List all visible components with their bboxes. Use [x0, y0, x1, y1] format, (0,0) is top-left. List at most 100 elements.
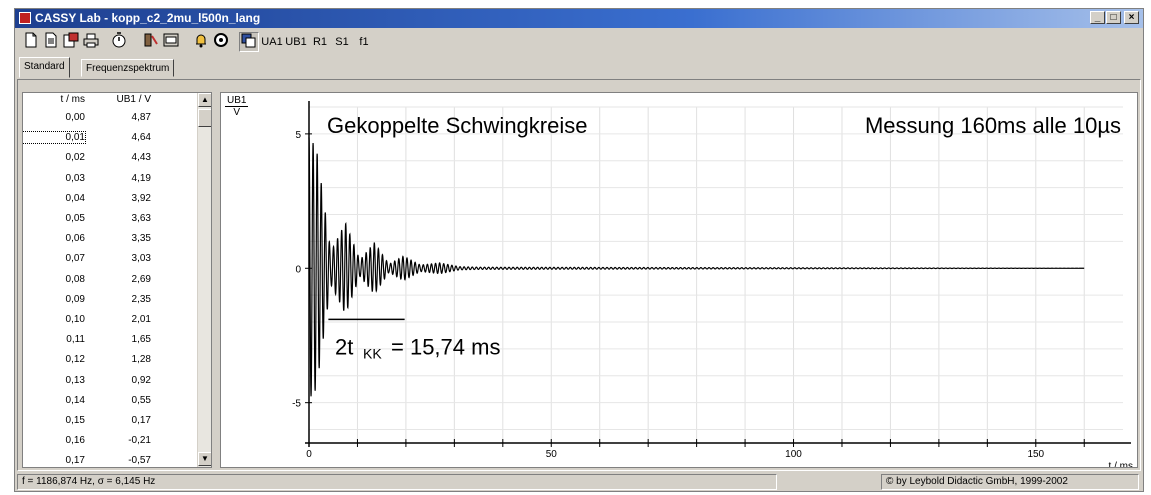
table-row[interactable]: 0,15 0,17	[23, 411, 198, 431]
channel-f1-button[interactable]: f1	[359, 36, 369, 48]
cell-voltage[interactable]: -0,57	[128, 455, 151, 467]
channel-ua1-button[interactable]: UA1	[261, 36, 283, 48]
table-row[interactable]: 0,14 0,55	[23, 391, 198, 411]
cell-voltage[interactable]: -0,21	[128, 435, 151, 447]
cell-time[interactable]: 0,11	[66, 334, 85, 346]
cell-time[interactable]: 0,06	[65, 233, 85, 245]
column-header-time[interactable]: t / ms	[60, 94, 85, 105]
table-row[interactable]: 0,03 4,19	[23, 169, 198, 189]
cell-time[interactable]: 0,10	[65, 314, 85, 325]
bell-icon[interactable]	[191, 32, 211, 52]
cell-voltage[interactable]: 3,35	[131, 233, 151, 245]
scroll-up-arrow-icon[interactable]: ▲	[198, 93, 211, 107]
cell-time[interactable]: 0,07	[65, 253, 85, 265]
cell-time[interactable]: 0,01	[23, 131, 86, 145]
save-file-icon[interactable]	[61, 32, 81, 52]
table-row[interactable]: 0,10 2,01	[23, 310, 198, 330]
table-row[interactable]: 0,06 3,35	[23, 229, 198, 249]
y-axis-unit: V	[233, 107, 241, 118]
table-row[interactable]: 0,00 4,87	[23, 108, 198, 128]
tab-bar: Standard Frequenzspektrum	[15, 57, 1143, 79]
sound-icon[interactable]	[211, 32, 231, 52]
cell-voltage[interactable]: 2,01	[131, 314, 151, 325]
data-table[interactable]: t / ms UB1 / V 0,00 4,87 0,01 4,64 0,02 4,43 0…	[22, 92, 212, 468]
title-bar[interactable]: CASSY Lab - kopp_c2_2mu_l500n_lang _ □ ×	[15, 9, 1143, 28]
table-row[interactable]: 0,05 3,63	[23, 209, 198, 229]
period-subscript: KK	[363, 345, 382, 361]
minimize-button[interactable]: _	[1090, 11, 1105, 24]
cell-voltage[interactable]: 0,55	[131, 394, 151, 406]
open-file-icon[interactable]	[41, 32, 61, 52]
x-axis-label: t / ms	[1109, 461, 1133, 467]
table-row[interactable]: 0,07 3,03	[23, 249, 198, 269]
cell-time[interactable]: 0,12	[65, 354, 85, 366]
window-title: CASSY Lab - kopp_c2_2mu_l500n_lang	[35, 11, 261, 25]
channel-ub1-button[interactable]: UB1	[285, 36, 307, 48]
cell-time[interactable]: 0,17	[65, 455, 85, 467]
cell-time[interactable]: 0,15	[65, 415, 85, 426]
table-row[interactable]: 0,11 1,65	[23, 330, 198, 350]
y-axis-quantity: UB1	[225, 95, 249, 107]
table-row[interactable]: 0,17 -0,57	[23, 451, 198, 467]
cell-voltage[interactable]: 3,63	[131, 213, 151, 224]
maximize-button[interactable]: □	[1106, 11, 1121, 24]
channel-r1-button[interactable]: R1	[312, 36, 328, 48]
cell-voltage[interactable]: 2,69	[131, 273, 151, 285]
cell-voltage[interactable]: 3,03	[131, 253, 151, 265]
cell-voltage[interactable]: 0,17	[131, 415, 151, 426]
toolbar: UA1 UB1 R1 S1 f1	[15, 29, 1143, 55]
tab-standard[interactable]: Standard	[19, 57, 70, 78]
status-bar: f = 1186,874 Hz, σ = 6,145 Hz © by Leybo…	[15, 473, 1143, 491]
table-row[interactable]: 0,04 3,92	[23, 189, 198, 209]
cell-voltage[interactable]: 4,19	[131, 172, 151, 184]
status-frequency: f = 1186,874 Hz, σ = 6,145 Hz	[17, 474, 777, 490]
table-row[interactable]: 0,13 0,92	[23, 371, 198, 391]
scroll-thumb[interactable]	[198, 109, 211, 127]
cell-time[interactable]: 0,02	[65, 152, 85, 164]
display-icon[interactable]	[161, 32, 181, 52]
close-button[interactable]: ×	[1124, 11, 1139, 24]
panel-splitter[interactable]	[214, 92, 218, 468]
cell-time[interactable]: 0,00	[65, 112, 85, 123]
scroll-down-arrow-icon[interactable]: ▼	[198, 452, 211, 466]
cell-time[interactable]: 0,16	[65, 435, 85, 447]
cell-voltage[interactable]: 1,65	[131, 334, 151, 346]
new-file-icon[interactable]	[21, 32, 41, 52]
measurement-info: Messung 160ms alle 10µs	[865, 113, 1121, 138]
tab-frequenzspektrum[interactable]: Frequenzspektrum	[81, 59, 175, 77]
print-icon[interactable]	[81, 32, 101, 52]
cell-voltage[interactable]: 1,28	[131, 354, 151, 366]
diagram-panel[interactable]: UB1 V 0 50 100 150 5 0 -5 t / ms Gekoppelte Schw…	[220, 92, 1138, 472]
x-tick-label: 150	[1027, 449, 1044, 460]
settings-icon[interactable]	[141, 32, 161, 52]
table-row[interactable]: 0,01 4,64	[23, 128, 198, 148]
cell-voltage[interactable]: 0,92	[131, 374, 151, 386]
cell-voltage[interactable]: 4,87	[131, 112, 151, 123]
cell-time[interactable]: 0,04	[65, 192, 85, 204]
cell-time[interactable]: 0,13	[65, 374, 85, 386]
channel-display-icon[interactable]	[239, 32, 259, 52]
table-row[interactable]: 0,16 -0,21	[23, 431, 198, 451]
table-scrollbar[interactable]: ▲ ▼	[197, 93, 211, 467]
chart-title: Gekoppelte Schwingkreise	[327, 113, 587, 138]
cell-time[interactable]: 0,08	[65, 273, 85, 285]
cell-time[interactable]: 0,09	[65, 293, 85, 305]
channel-s1-button[interactable]: S1	[335, 36, 349, 48]
column-header-voltage[interactable]: UB1 / V	[116, 94, 151, 105]
x-tick-label: 0	[306, 449, 312, 460]
cell-voltage[interactable]: 4,43	[131, 152, 151, 164]
cell-time[interactable]: 0,05	[65, 213, 85, 224]
stopwatch-icon[interactable]	[109, 32, 129, 52]
cell-voltage[interactable]: 2,35	[131, 293, 151, 305]
cell-time[interactable]: 0,14	[65, 394, 85, 406]
table-row[interactable]: 0,08 2,69	[23, 270, 198, 290]
table-row[interactable]: 0,12 1,28	[23, 350, 198, 370]
x-tick-label: 50	[546, 449, 558, 460]
cell-time[interactable]: 0,03	[65, 172, 85, 184]
status-copyright: © by Leybold Didactic GmbH, 1999-2002	[881, 474, 1139, 490]
cell-voltage[interactable]: 3,92	[131, 192, 151, 204]
table-row[interactable]: 0,02 4,43	[23, 148, 198, 168]
table-row[interactable]: 0,09 2,35	[23, 290, 198, 310]
cell-voltage[interactable]: 4,64	[131, 132, 151, 144]
